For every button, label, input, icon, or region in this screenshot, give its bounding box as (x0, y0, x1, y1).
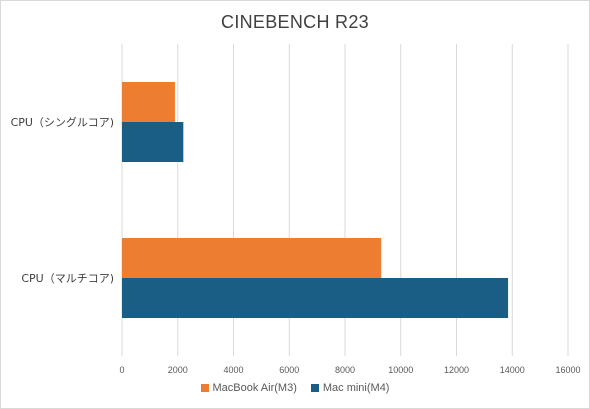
category-label: CPU（シングルコア) (11, 115, 114, 129)
category-label: CPU（マルチコア) (21, 272, 114, 285)
legend-swatch-macbook-air (200, 384, 209, 392)
x-tick-label: 8000 (335, 365, 355, 375)
x-tick-label: 14000 (500, 365, 525, 375)
x-tick-label: 4000 (223, 365, 243, 375)
chart-title: CINEBENCH R23 (221, 12, 369, 32)
x-tick-label: 0 (119, 365, 124, 375)
x-tick-label: 6000 (279, 365, 299, 375)
bar (122, 238, 382, 278)
bar (122, 278, 509, 318)
bar (122, 122, 184, 162)
x-tick-label: 12000 (444, 365, 469, 375)
bar (122, 82, 175, 122)
x-tick-label: 10000 (388, 365, 413, 375)
x-tick-label: 2000 (168, 365, 188, 375)
legend-label-mac-mini: Mac mini(M4) (322, 382, 390, 394)
legend-item-macbook-air: MacBook Air(M3) (200, 382, 297, 394)
legend: MacBook Air(M3) Mac mini(M4) (0, 382, 590, 394)
legend-swatch-mac-mini (310, 384, 319, 392)
x-tick-label: 16000 (555, 365, 580, 375)
legend-item-mac-mini: Mac mini(M4) (310, 382, 390, 394)
legend-label-macbook-air: MacBook Air(M3) (212, 382, 297, 394)
